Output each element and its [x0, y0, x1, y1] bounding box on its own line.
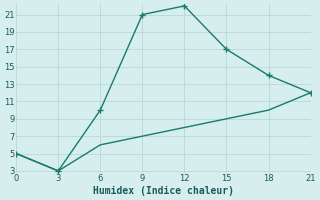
X-axis label: Humidex (Indice chaleur): Humidex (Indice chaleur): [93, 186, 234, 196]
